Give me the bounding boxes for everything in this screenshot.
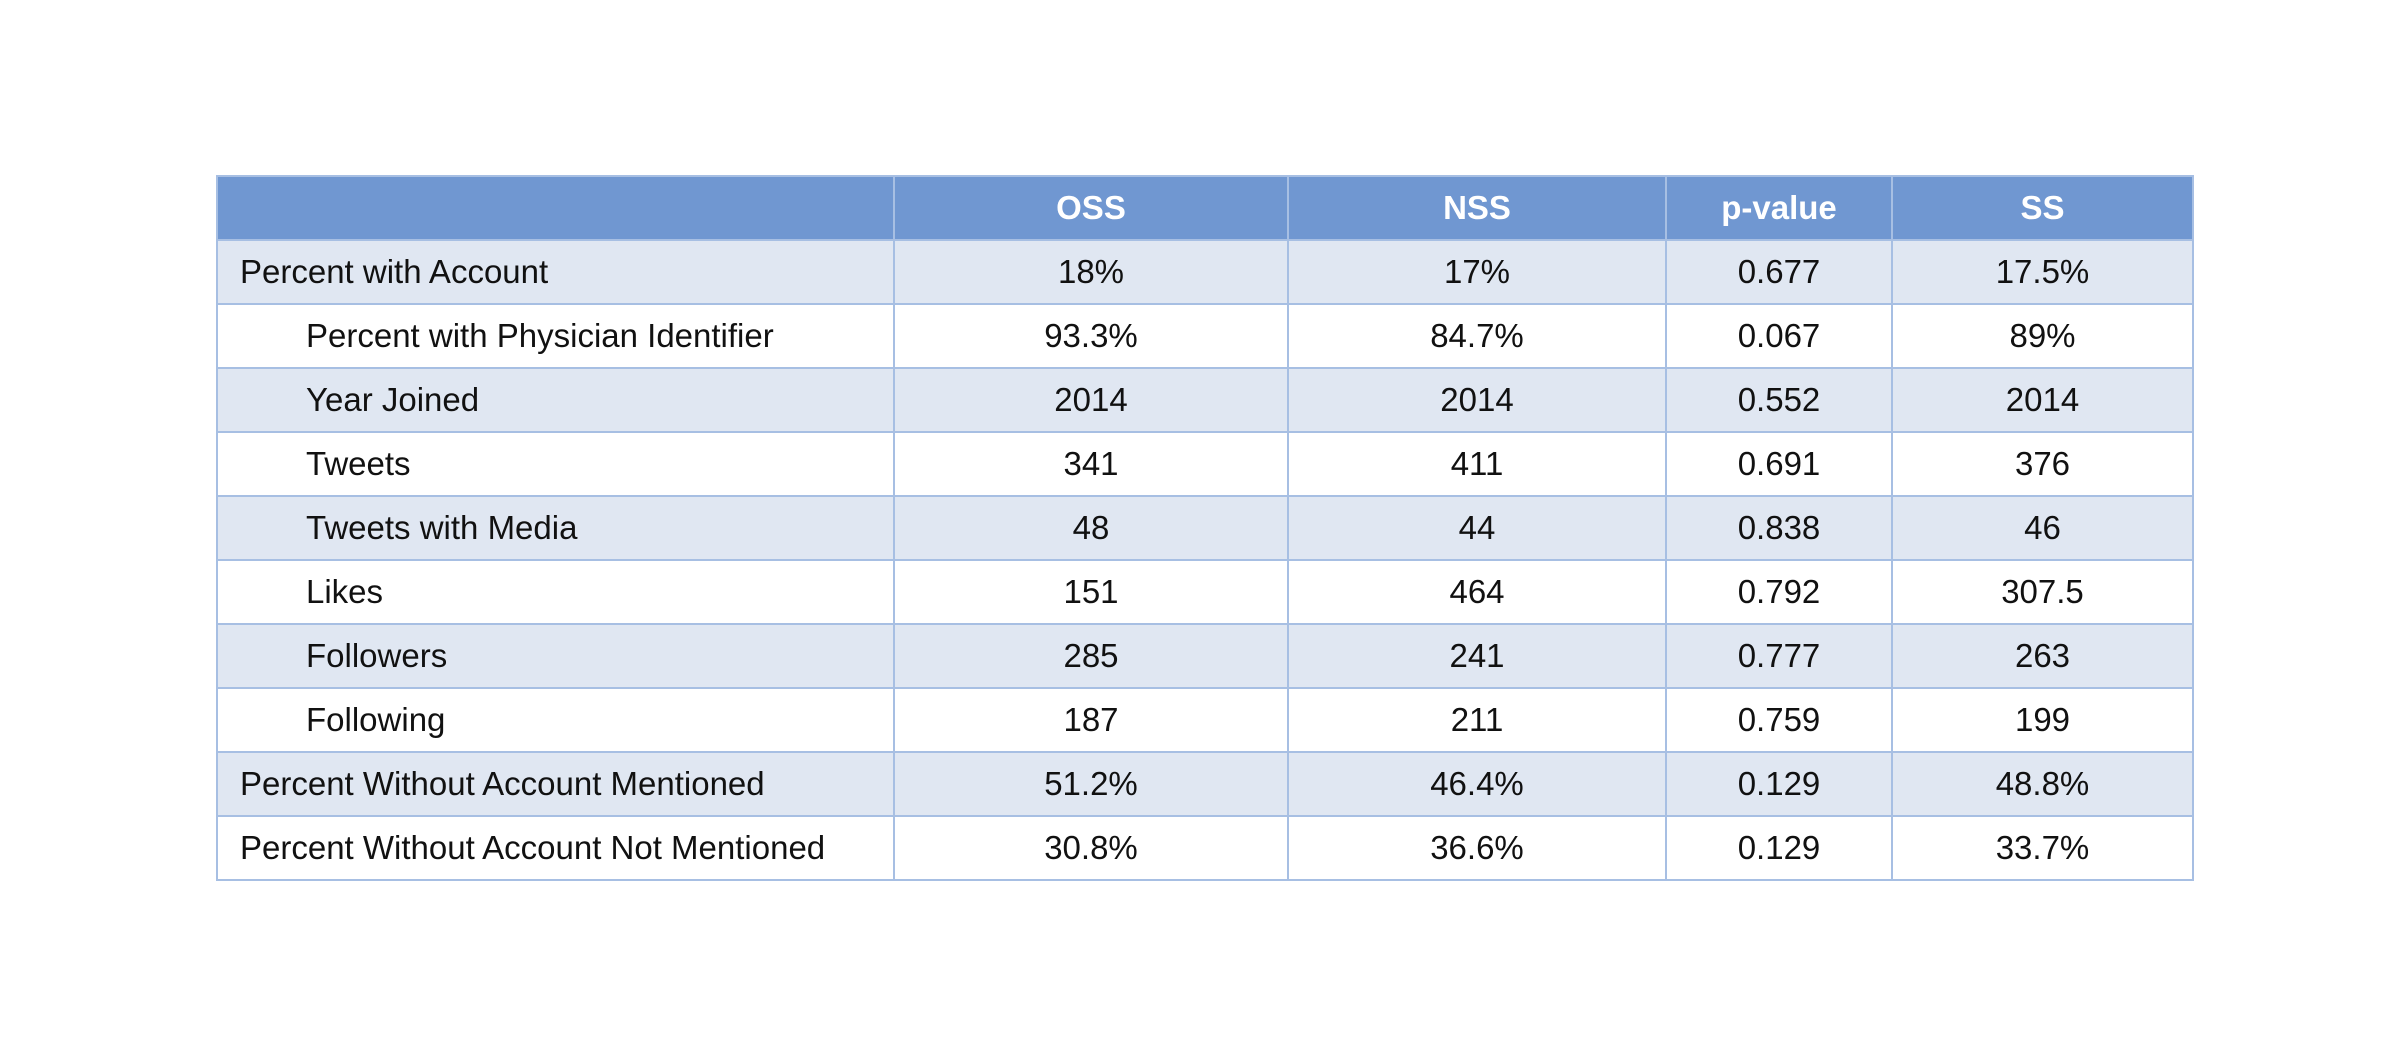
table-row: Tweets 341 411 0.691 376 <box>216 431 2194 497</box>
oss-value-cell: 30.8% <box>893 815 1289 881</box>
p-value-cell: 0.838 <box>1665 495 1893 561</box>
nss-value-cell: 17% <box>1287 239 1667 305</box>
nss-value-cell: 464 <box>1287 559 1667 625</box>
header-cell-ss: SS <box>1891 175 2194 241</box>
row-label-cell: Tweets <box>216 431 895 497</box>
oss-value-cell: 48 <box>893 495 1289 561</box>
ss-value-cell: 263 <box>1891 623 2194 689</box>
ss-value-cell: 2014 <box>1891 367 2194 433</box>
p-value-cell: 0.129 <box>1665 751 1893 817</box>
table-row: Percent with Physician Identifier 93.3% 84… <box>216 303 2194 369</box>
statistics-table: OSS NSS p-value SS Percent with Account 1… <box>216 175 2194 881</box>
nss-value-cell: 36.6% <box>1287 815 1667 881</box>
header-row: OSS NSS p-value SS <box>216 175 2194 241</box>
row-label-cell: Percent with Account <box>216 239 895 305</box>
table-row: Year Joined 2014 2014 0.552 2014 <box>216 367 2194 433</box>
row-label-cell: Likes <box>216 559 895 625</box>
row-label-cell: Followers <box>216 623 895 689</box>
nss-value-cell: 84.7% <box>1287 303 1667 369</box>
table-row: Percent with Account 18% 17% 0.677 17.5% <box>216 239 2194 305</box>
table-header: OSS NSS p-value SS <box>216 175 2194 241</box>
nss-value-cell: 46.4% <box>1287 751 1667 817</box>
table-row: Likes 151 464 0.792 307.5 <box>216 559 2194 625</box>
p-value-cell: 0.777 <box>1665 623 1893 689</box>
header-cell-p-value: p-value <box>1665 175 1893 241</box>
row-label-cell: Percent Without Account Mentioned <box>216 751 895 817</box>
row-label-cell: Percent Without Account Not Mentioned <box>216 815 895 881</box>
nss-value-cell: 44 <box>1287 495 1667 561</box>
ss-value-cell: 89% <box>1891 303 2194 369</box>
table-row: Followers 285 241 0.777 263 <box>216 623 2194 689</box>
table-row: Percent Without Account Not Mentioned 30.… <box>216 815 2194 881</box>
oss-value-cell: 93.3% <box>893 303 1289 369</box>
row-label-cell: Tweets with Media <box>216 495 895 561</box>
table-body: Percent with Account 18% 17% 0.677 17.5% Perc… <box>216 239 2194 881</box>
row-label-cell: Year Joined <box>216 367 895 433</box>
table-row: Following 187 211 0.759 199 <box>216 687 2194 753</box>
p-value-cell: 0.067 <box>1665 303 1893 369</box>
ss-value-cell: 48.8% <box>1891 751 2194 817</box>
row-label-cell: Percent with Physician Identifier <box>216 303 895 369</box>
p-value-cell: 0.552 <box>1665 367 1893 433</box>
nss-value-cell: 241 <box>1287 623 1667 689</box>
header-cell-oss: OSS <box>893 175 1289 241</box>
ss-value-cell: 376 <box>1891 431 2194 497</box>
oss-value-cell: 18% <box>893 239 1289 305</box>
ss-value-cell: 17.5% <box>1891 239 2194 305</box>
oss-value-cell: 187 <box>893 687 1289 753</box>
table-row: Tweets with Media 48 44 0.838 46 <box>216 495 2194 561</box>
p-value-cell: 0.759 <box>1665 687 1893 753</box>
nss-value-cell: 2014 <box>1287 367 1667 433</box>
header-cell-label <box>216 175 895 241</box>
row-label-cell: Following <box>216 687 895 753</box>
ss-value-cell: 199 <box>1891 687 2194 753</box>
oss-value-cell: 2014 <box>893 367 1289 433</box>
oss-value-cell: 285 <box>893 623 1289 689</box>
p-value-cell: 0.691 <box>1665 431 1893 497</box>
p-value-cell: 0.129 <box>1665 815 1893 881</box>
oss-value-cell: 51.2% <box>893 751 1289 817</box>
p-value-cell: 0.677 <box>1665 239 1893 305</box>
table-row: Percent Without Account Mentioned 51.2% 46… <box>216 751 2194 817</box>
oss-value-cell: 341 <box>893 431 1289 497</box>
oss-value-cell: 151 <box>893 559 1289 625</box>
p-value-cell: 0.792 <box>1665 559 1893 625</box>
header-cell-nss: NSS <box>1287 175 1667 241</box>
nss-value-cell: 211 <box>1287 687 1667 753</box>
ss-value-cell: 33.7% <box>1891 815 2194 881</box>
ss-value-cell: 46 <box>1891 495 2194 561</box>
ss-value-cell: 307.5 <box>1891 559 2194 625</box>
nss-value-cell: 411 <box>1287 431 1667 497</box>
